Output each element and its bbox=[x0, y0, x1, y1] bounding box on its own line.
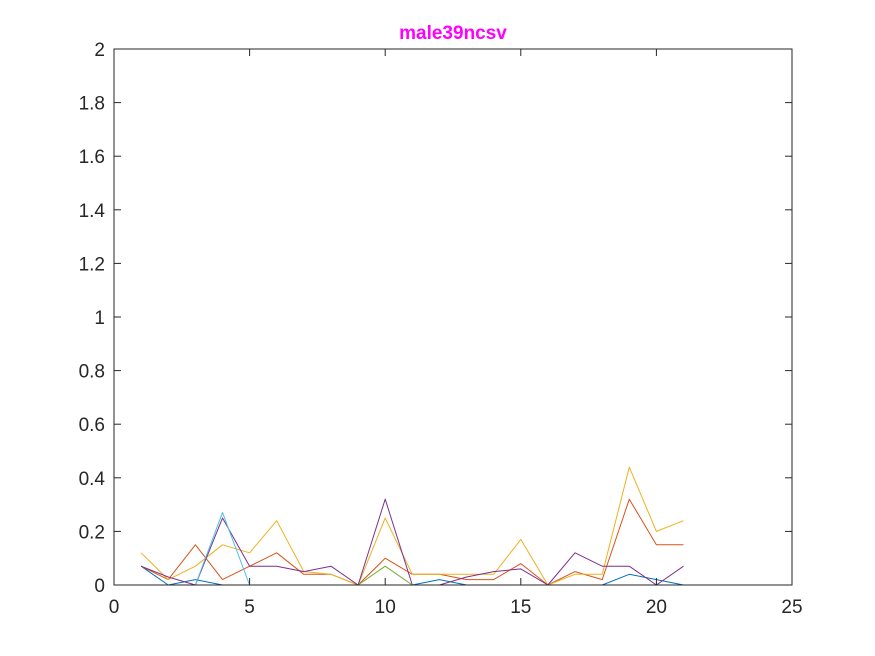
x-tick-label: 0 bbox=[109, 597, 120, 618]
y-tick-label: 2 bbox=[94, 40, 105, 61]
y-tick-label: 0.4 bbox=[79, 469, 106, 490]
tick-layer: 0 5 10 15 20 25 0 0.2 0.4 0.6 0.8 1 1.2 1.4 1.6 1.8 2 bbox=[79, 40, 803, 618]
y-tick-label: 1.8 bbox=[79, 94, 105, 115]
x-tick-label: 25 bbox=[781, 597, 802, 618]
x-tick-label: 15 bbox=[510, 597, 531, 618]
plot-background bbox=[114, 49, 792, 585]
y-tick-label: 0.6 bbox=[79, 415, 105, 436]
y-tick-label: 1 bbox=[94, 308, 105, 329]
y-tick-label: 1.6 bbox=[79, 147, 105, 168]
y-tick-label: 0.2 bbox=[79, 522, 105, 543]
x-tick-label: 10 bbox=[375, 597, 396, 618]
chart-title: male39ncsv bbox=[399, 23, 507, 44]
y-tick-label: 0 bbox=[94, 576, 105, 597]
series-line-3 bbox=[140, 466, 684, 586]
y-tick-label: 1.4 bbox=[79, 201, 106, 222]
y-tick-label: 1.2 bbox=[79, 254, 105, 275]
y-tick-label: 0.8 bbox=[79, 362, 105, 383]
x-tick-label: 5 bbox=[244, 597, 255, 618]
x-tick-label: 20 bbox=[646, 597, 667, 618]
